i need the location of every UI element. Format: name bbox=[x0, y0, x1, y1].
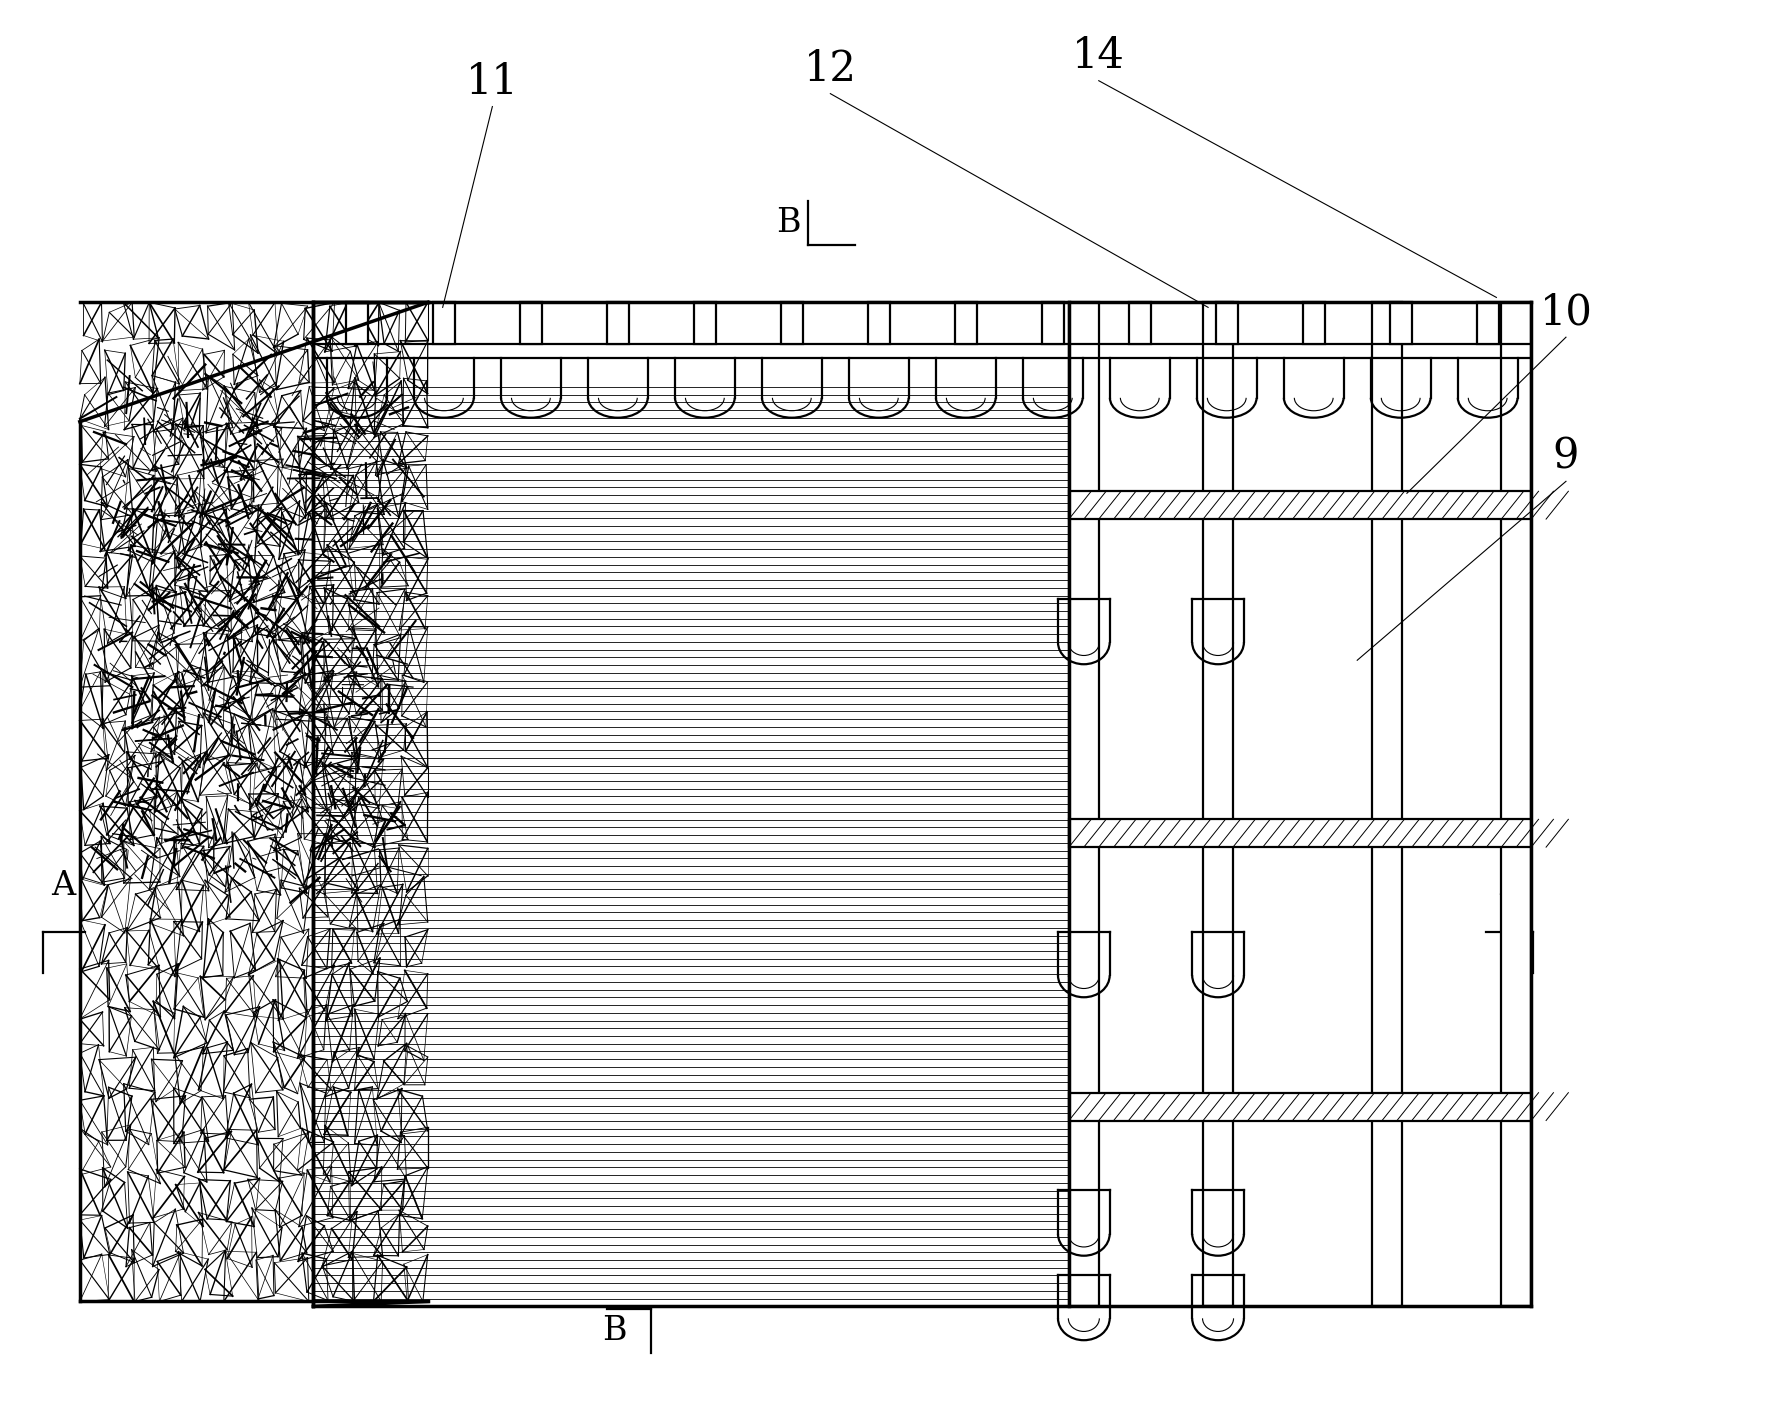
Text: 10: 10 bbox=[1540, 291, 1593, 333]
Bar bbox=[1390, 303, 1412, 345]
Bar bbox=[1477, 303, 1499, 345]
Bar bbox=[345, 303, 368, 345]
Bar bbox=[433, 303, 456, 345]
Bar bbox=[1070, 1093, 1531, 1120]
Bar bbox=[607, 303, 628, 345]
Text: 12: 12 bbox=[805, 48, 856, 90]
Bar bbox=[694, 303, 716, 345]
Bar bbox=[1070, 491, 1531, 519]
Bar bbox=[1070, 303, 1098, 1307]
Bar bbox=[1129, 303, 1150, 345]
Text: 9: 9 bbox=[1552, 436, 1579, 477]
Bar bbox=[781, 303, 803, 345]
Bar bbox=[1501, 303, 1531, 1307]
Bar bbox=[520, 303, 541, 345]
Text: 14: 14 bbox=[1072, 35, 1125, 77]
Text: 11: 11 bbox=[466, 61, 518, 103]
Text: A: A bbox=[1499, 870, 1524, 902]
Text: A: A bbox=[52, 870, 75, 902]
Bar bbox=[1041, 303, 1064, 345]
Bar bbox=[1203, 303, 1234, 1307]
Bar bbox=[869, 303, 890, 345]
Bar bbox=[954, 303, 977, 345]
Bar bbox=[1303, 303, 1324, 345]
Bar bbox=[1216, 303, 1237, 345]
Bar bbox=[1070, 819, 1531, 847]
Text: B: B bbox=[602, 1316, 627, 1348]
Text: B: B bbox=[776, 207, 801, 239]
Bar bbox=[1372, 303, 1403, 1307]
